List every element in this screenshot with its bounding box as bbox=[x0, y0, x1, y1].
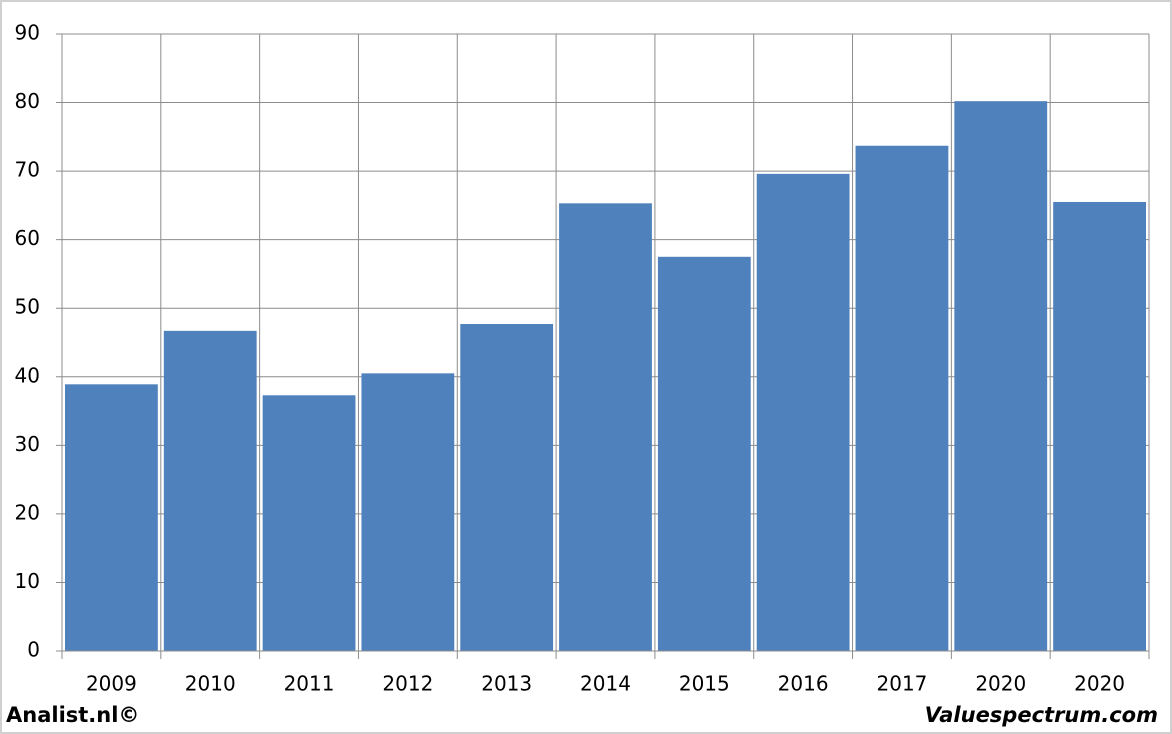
y-tick-label: 20 bbox=[15, 500, 40, 524]
y-tick-label: 0 bbox=[27, 638, 40, 662]
y-tick-label: 10 bbox=[15, 569, 40, 593]
x-tick-label: 2020 bbox=[975, 672, 1026, 696]
y-tick-label: 60 bbox=[15, 226, 40, 250]
bar bbox=[559, 203, 652, 652]
y-tick-label: 80 bbox=[15, 89, 40, 113]
y-tick-label: 90 bbox=[15, 21, 40, 45]
x-tick-label: 2017 bbox=[877, 672, 928, 696]
bar bbox=[65, 384, 158, 651]
bar bbox=[361, 373, 455, 651]
bar bbox=[954, 101, 1048, 651]
x-tick-label: 2015 bbox=[679, 672, 730, 696]
source-right: Valuespectrum.com bbox=[925, 703, 1158, 727]
bar bbox=[1053, 201, 1146, 651]
source-left: Analist.nl© bbox=[6, 703, 139, 727]
x-tick-label: 2010 bbox=[185, 672, 236, 696]
x-tick-label: 2016 bbox=[778, 672, 829, 696]
y-tick-label: 30 bbox=[15, 432, 40, 456]
bar bbox=[460, 323, 554, 651]
y-tick-label: 40 bbox=[15, 363, 40, 387]
x-tick-label: 2011 bbox=[284, 672, 335, 696]
bar bbox=[262, 395, 356, 651]
bar bbox=[855, 145, 949, 652]
bar bbox=[756, 173, 850, 651]
bar bbox=[657, 256, 751, 651]
x-tick-label: 2014 bbox=[580, 672, 631, 696]
y-tick-label: 50 bbox=[15, 295, 40, 319]
x-tick-label: 2009 bbox=[86, 672, 137, 696]
x-tick-label: 2013 bbox=[481, 672, 532, 696]
y-tick-label: 70 bbox=[15, 158, 40, 182]
x-tick-label: 2020 bbox=[1074, 672, 1125, 696]
bar bbox=[163, 330, 257, 651]
x-tick-label: 2012 bbox=[382, 672, 433, 696]
